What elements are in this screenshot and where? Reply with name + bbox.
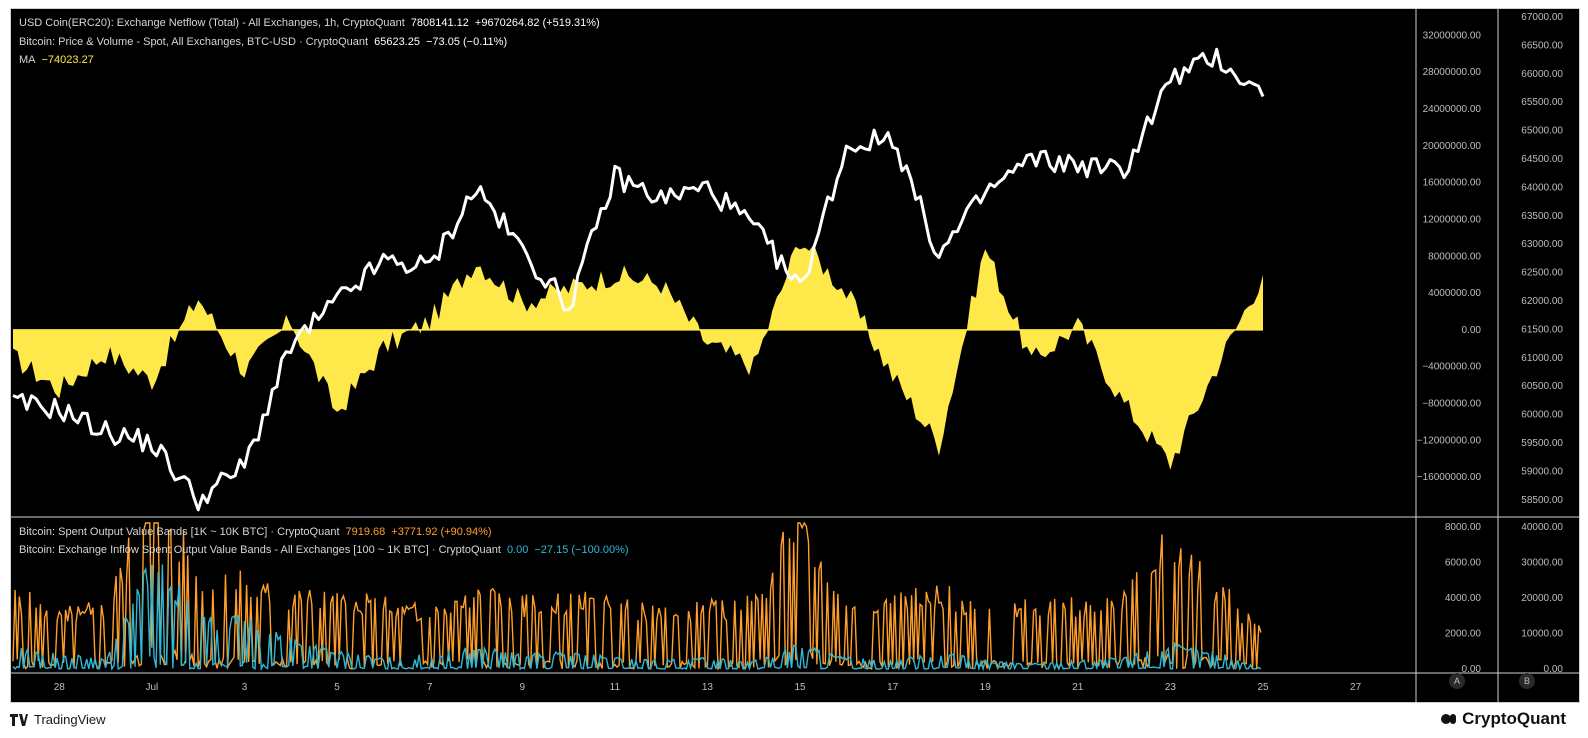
legend-price-change: −73.05 (−0.11%) <box>425 36 508 48</box>
cryptoquant-brand[interactable]: CryptoQuant <box>1440 709 1566 729</box>
legend-inflow-bands-value: 0.00 <box>506 544 529 556</box>
netflow-tick-label: −8000000.00 <box>1422 399 1481 410</box>
legend-netflow-value: 7808141.12 <box>410 17 469 29</box>
legend-inflow-bands[interactable]: Bitcoin: Exchange Inflow Spent Output Va… <box>19 544 629 556</box>
price-tick-label: 64500.00 <box>1521 154 1563 165</box>
time-tick-label: 25 <box>1257 682 1269 693</box>
time-tick-label: 13 <box>702 682 714 693</box>
tradingview-logo-icon <box>10 713 28 726</box>
legend-ma-value: −74023.27 <box>41 54 94 66</box>
netflow-tick-label: 28000000.00 <box>1423 67 1482 78</box>
lower-left-tick-label: 0.00 <box>1462 664 1482 675</box>
time-tick-label: 3 <box>242 682 248 693</box>
axis-layer: 8000000.00 4000000.00 0.00 −4000000.00 −8000… <box>54 12 1564 693</box>
netflow-tick-label: −4000000.00 <box>1422 362 1481 373</box>
lower-right-tick-label: 40000.00 <box>1521 522 1563 533</box>
time-tick-label: 23 <box>1165 682 1177 693</box>
lower-right-tick-label: 20000.00 <box>1521 593 1563 604</box>
time-tick-label: 7 <box>427 682 433 693</box>
lower-right-tick-label: 10000.00 <box>1521 629 1563 640</box>
netflow-tick-label: −12000000.00 <box>1417 435 1482 446</box>
scale-button-a[interactable]: A <box>1449 673 1465 689</box>
price-tick-label: 60000.00 <box>1521 410 1563 421</box>
netflow-tick-label: −16000000.00 <box>1417 472 1482 483</box>
grid-layer <box>11 9 1579 702</box>
time-tick-label: 27 <box>1350 682 1362 693</box>
legend-ma[interactable]: MA −74023.27 <box>19 54 94 66</box>
lower-pane-series <box>12 521 1262 672</box>
legend-inflow-bands-change: −27.15 (−100.00%) <box>534 544 629 556</box>
lower-left-tick-label: 6000.00 <box>1445 558 1482 569</box>
chart-canvas[interactable]: 8000000.00 4000000.00 0.00 −4000000.00 −8000… <box>11 9 1580 703</box>
time-tick-label: 11 <box>610 682 621 693</box>
time-tick-label: 17 <box>887 682 899 693</box>
legend-price-label: Bitcoin: Price & Volume - Spot, All Exch… <box>19 36 369 48</box>
price-tick-label: 63000.00 <box>1521 239 1563 250</box>
lower-left-tick-label: 2000.00 <box>1445 629 1482 640</box>
legend-netflow-change: +9670264.82 (+519.31%) <box>474 17 600 29</box>
scale-button-b[interactable]: B <box>1519 673 1535 689</box>
legend-netflow[interactable]: USD Coin(ERC20): Exchange Netflow (Total… <box>19 17 600 29</box>
cryptoquant-label: CryptoQuant <box>1462 709 1566 728</box>
lower-right-tick-label: 30000.00 <box>1521 558 1563 569</box>
price-tick-label: 65000.00 <box>1521 126 1563 137</box>
price-tick-label: 66500.00 <box>1521 40 1563 51</box>
netflow-area-series <box>13 244 1263 470</box>
price-tick-label: 61000.00 <box>1521 353 1563 364</box>
price-tick-label: 65500.00 <box>1521 97 1563 108</box>
price-tick-label: 64000.00 <box>1521 182 1563 193</box>
footer: TradingView CryptoQuant <box>0 703 1588 738</box>
netflow-area <box>13 244 1263 470</box>
legend-netflow-label: USD Coin(ERC20): Exchange Netflow (Total… <box>19 17 405 29</box>
time-tick-label: 5 <box>334 682 340 693</box>
lower-right-tick-label: 0.00 <box>1544 664 1564 675</box>
legend-spent-bands-change: +3771.92 (+90.94%) <box>391 526 492 538</box>
price-tick-label: 66000.00 <box>1521 69 1563 80</box>
netflow-tick-label: 20000000.00 <box>1423 141 1482 152</box>
price-tick-label: 67000.00 <box>1521 12 1563 23</box>
time-tick-label: Jul <box>145 682 158 693</box>
price-tick-label: 61500.00 <box>1521 324 1563 335</box>
time-tick-label: 21 <box>1072 682 1084 693</box>
price-tick-label: 59500.00 <box>1521 438 1563 449</box>
legend-spent-bands[interactable]: Bitcoin: Spent Output Value Bands [1K ~ … <box>19 526 492 538</box>
tradingview-brand[interactable]: TradingView <box>10 712 106 727</box>
price-tick-label: 63500.00 <box>1521 211 1563 222</box>
legend-spent-bands-value: 7919.68 <box>345 526 386 538</box>
netflow-tick-label: 24000000.00 <box>1423 104 1482 115</box>
time-tick-label: 9 <box>519 682 525 693</box>
time-tick-label: 28 <box>54 682 66 693</box>
price-line <box>12 47 1265 512</box>
time-tick-label: 19 <box>980 682 992 693</box>
legend-price-value: 65623.25 <box>374 36 420 48</box>
spent-bands-line <box>12 521 1262 671</box>
legend-price[interactable]: Bitcoin: Price & Volume - Spot, All Exch… <box>19 36 507 48</box>
price-tick-label: 60500.00 <box>1521 381 1563 392</box>
legend-inflow-bands-label: Bitcoin: Exchange Inflow Spent Output Va… <box>19 544 501 556</box>
cryptoquant-logo-icon <box>1440 712 1458 726</box>
legend-ma-label: MA <box>19 54 36 66</box>
netflow-tick-label: 0.00 <box>1462 325 1482 336</box>
lower-left-tick-label: 8000.00 <box>1445 522 1482 533</box>
netflow-tick-label: 32000000.00 <box>1423 30 1482 41</box>
tradingview-label: TradingView <box>34 712 106 727</box>
price-tick-label: 59000.00 <box>1521 466 1563 477</box>
lower-left-tick-label: 4000.00 <box>1445 593 1482 604</box>
price-tick-label: 62500.00 <box>1521 268 1563 279</box>
netflow-tick-label: 8000000.00 <box>1428 251 1481 262</box>
inflow-bands-line <box>12 564 1262 672</box>
price-tick-label: 58500.00 <box>1521 495 1563 506</box>
netflow-tick-label: 4000000.00 <box>1428 288 1481 299</box>
netflow-tick-label: 16000000.00 <box>1423 178 1482 189</box>
chart-frame: 8000000.00 4000000.00 0.00 −4000000.00 −8000… <box>10 8 1580 703</box>
price-line-series <box>12 47 1265 512</box>
time-tick-label: 15 <box>794 682 806 693</box>
price-tick-label: 62000.00 <box>1521 296 1563 307</box>
netflow-tick-label: 12000000.00 <box>1423 214 1482 225</box>
legend-spent-bands-label: Bitcoin: Spent Output Value Bands [1K ~ … <box>19 526 340 538</box>
